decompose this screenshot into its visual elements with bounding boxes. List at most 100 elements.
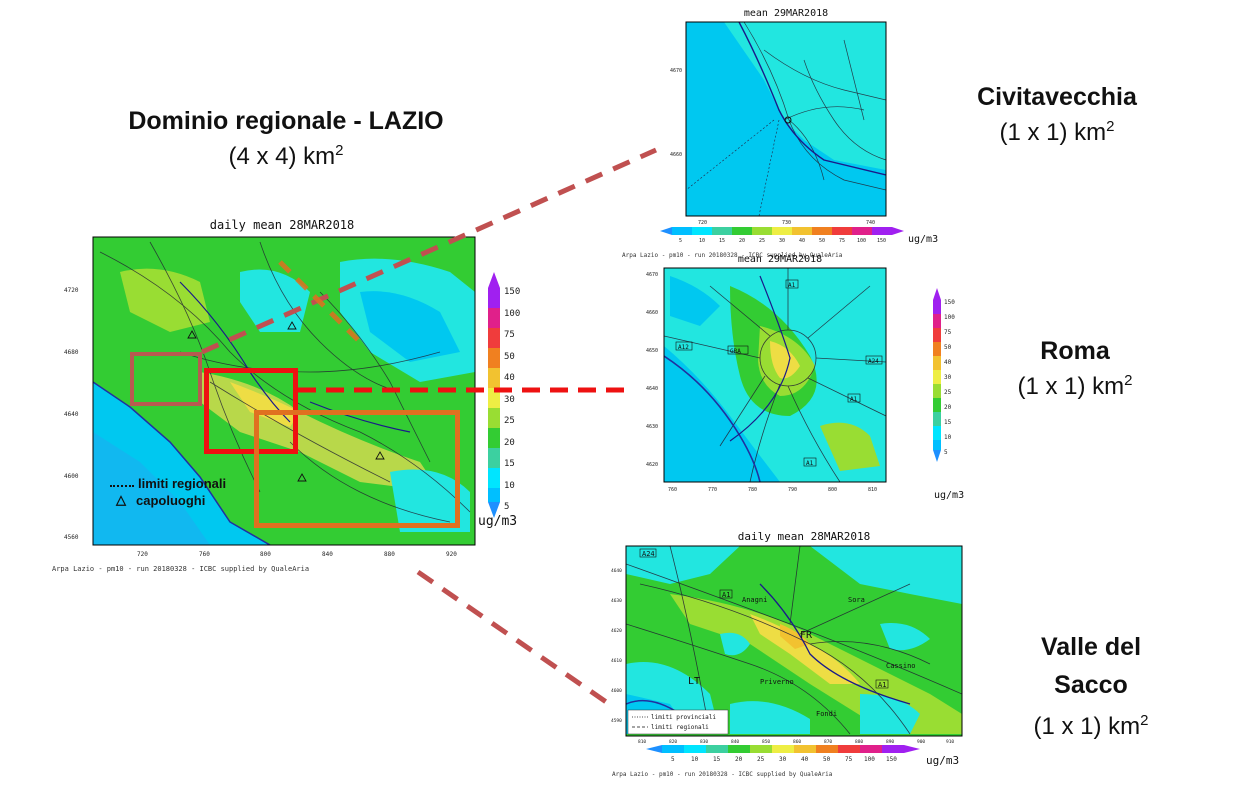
valle-connector — [416, 569, 614, 709]
roma-colorbar-label: 20 — [944, 404, 952, 411]
civitavecchia-colorbar-label: 20 — [739, 238, 745, 244]
roma-x-tick: 790 — [788, 487, 797, 493]
valle-heading-name-line1: Valle del — [1040, 633, 1142, 661]
triangle-icon: △ — [116, 492, 126, 507]
valle-map: A24 A1 A1 Anagni Sora FR Cassino LT Priv… — [611, 545, 963, 744]
civitavecchia-x-tick: 730 — [782, 220, 791, 226]
civitavecchia-colorbar-unit: ug/m3 — [908, 234, 939, 245]
civitavecchia-heading-resolution: (1 x 1) km — [999, 119, 1107, 146]
roma-colorbar-label: 5 — [944, 449, 948, 456]
valle-y-tick: 4620 — [611, 628, 622, 634]
roma-road-label: A1 — [806, 460, 814, 467]
roma-heading: Roma (1 x 1) km2 — [970, 336, 1180, 402]
valle-colorbar: 5 10 15 20 25 30 40 50 75 100 150 — [646, 745, 920, 763]
valle-x-tick: 910 — [946, 739, 954, 744]
civitavecchia-domain-box — [130, 352, 202, 406]
roma-road-label: A1 — [788, 282, 796, 289]
valle-x-tick: 900 — [917, 739, 925, 744]
roma-x-tick: 760 — [668, 487, 677, 493]
roma-x-tick: 800 — [828, 487, 837, 493]
civitavecchia-colorbar-label: 150 — [877, 238, 886, 244]
roma-map-title: mean 29MAR2018 — [737, 254, 823, 265]
roma-y-tick: 4650 — [646, 348, 658, 354]
valle-road-label: A1 — [878, 681, 886, 689]
valle-road-label: A24 — [642, 550, 655, 558]
regional-colorbar-label: 100 — [504, 309, 520, 319]
valle-road-label: A1 — [722, 591, 730, 599]
roma-colorbar-label: 150 — [944, 299, 955, 306]
valle-x-tick: 810 — [638, 739, 646, 744]
regional-colorbar-label: 20 — [504, 438, 515, 448]
roma-road-label: A1 — [850, 396, 858, 403]
civitavecchia-colorbar-label: 10 — [699, 238, 705, 244]
valle-y-tick: 4630 — [611, 598, 622, 604]
valle-colorbar-label: 10 — [691, 756, 699, 763]
roma-road-label: A24 — [868, 358, 879, 365]
regional-colorbar-label: 15 — [504, 459, 515, 469]
valle-y-tick: 4640 — [611, 568, 622, 574]
civitavecchia-map: 4670 4660 720 730 740 — [670, 21, 887, 226]
valle-y-tick: 4590 — [611, 718, 622, 724]
valle-colorbar-label: 100 — [864, 756, 875, 763]
valle-colorbar-label: 40 — [801, 756, 809, 763]
civitavecchia-map-credit: Arpa Lazio - pm10 - run 20180328 - ICBC … — [622, 252, 843, 259]
valle-map-credit: Arpa Lazio - pm10 - run 20180328 - ICBC … — [612, 771, 833, 778]
regional-colorbar: 150 100 75 50 40 30 25 20 15 10 5 — [484, 270, 534, 532]
valle-place-label: FR — [800, 630, 813, 641]
valle-x-tick: 820 — [669, 739, 677, 744]
roma-y-tick: 4660 — [646, 310, 658, 316]
roma-road-label: GRA — [730, 348, 741, 355]
regional-colorbar-label: 50 — [504, 352, 515, 362]
civitavecchia-x-tick: 720 — [698, 220, 707, 226]
regional-x-tick: 800 — [260, 551, 271, 558]
roma-colorbar-label: 75 — [944, 329, 952, 336]
valle-legend-regional: limiti regionali — [651, 724, 709, 731]
roma-colorbar-label: 25 — [944, 389, 952, 396]
regional-colorbar-label: 150 — [504, 287, 520, 297]
regional-x-tick: 840 — [322, 551, 333, 558]
civitavecchia-colorbar-label: 100 — [857, 238, 866, 244]
valle-colorbar-label: 150 — [886, 756, 897, 763]
roma-colorbar: 150 100 75 50 40 30 25 20 15 10 5 — [930, 288, 970, 468]
regional-y-tick: 4560 — [64, 534, 79, 541]
valle-y-tick: 4610 — [611, 658, 622, 664]
valle-domain-box — [254, 410, 460, 528]
valle-x-tick: 830 — [700, 739, 708, 744]
civitavecchia-y-tick: 4670 — [670, 68, 682, 74]
valle-colorbar-label: 25 — [757, 756, 765, 763]
valle-legend-provincial: limiti provinciali — [651, 714, 716, 721]
civitavecchia-colorbar-label: 30 — [779, 238, 785, 244]
valle-heading-resolution: (1 x 1) km — [1033, 713, 1141, 740]
civitavecchia-map-title: mean 29MAR2018 — [743, 8, 829, 19]
valle-x-tick: 850 — [762, 739, 770, 744]
roma-colorbar-label: 30 — [944, 374, 952, 381]
valle-place-label: Priverno — [760, 678, 794, 686]
roma-colorbar-label: 50 — [944, 344, 952, 351]
regional-y-ticks: 4720 4680 4640 4600 4560 — [64, 287, 79, 541]
valle-x-tick: 880 — [855, 739, 863, 744]
roma-y-tick: 4620 — [646, 462, 658, 468]
regional-heading-name: Dominio regionale - LAZIO — [128, 107, 444, 135]
valle-colorbar-label: 5 — [671, 756, 675, 763]
valle-y-tick: 4600 — [611, 688, 622, 694]
regional-boundary-line-icon — [110, 484, 134, 487]
civitavecchia-colorbar: 5 10 15 20 25 30 40 50 75 100 150 — [660, 227, 904, 244]
valle-heading-name-line2: Sacco — [1054, 671, 1128, 699]
roma-x-tick: 810 — [868, 487, 877, 493]
valle-heading: Valle del Sacco (1 x 1) km2 — [986, 632, 1196, 742]
valle-x-tick: 860 — [793, 739, 801, 744]
roma-colorbar-unit: ug/m3 — [934, 490, 965, 501]
valle-colorbar-label: 15 — [713, 756, 721, 763]
regional-colorbar-label: 75 — [504, 330, 515, 340]
regional-colorbar-label: 5 — [504, 502, 509, 512]
civitavecchia-heading: Civitavecchia (1 x 1) km2 — [952, 82, 1162, 148]
roma-colorbar-label: 15 — [944, 419, 952, 426]
valle-map-title: daily mean 28MAR2018 — [737, 530, 871, 543]
regional-y-tick: 4680 — [64, 349, 79, 356]
civitavecchia-colorbar-label: 40 — [799, 238, 805, 244]
regional-map-credit: Arpa Lazio - pm10 - run 20180328 - ICBC … — [52, 565, 310, 573]
regional-colorbar-label: 30 — [504, 395, 515, 405]
civitavecchia-y-tick: 4660 — [670, 152, 682, 158]
regional-colorbar-label: 25 — [504, 416, 515, 426]
civitavecchia-colorbar-label: 50 — [819, 238, 825, 244]
